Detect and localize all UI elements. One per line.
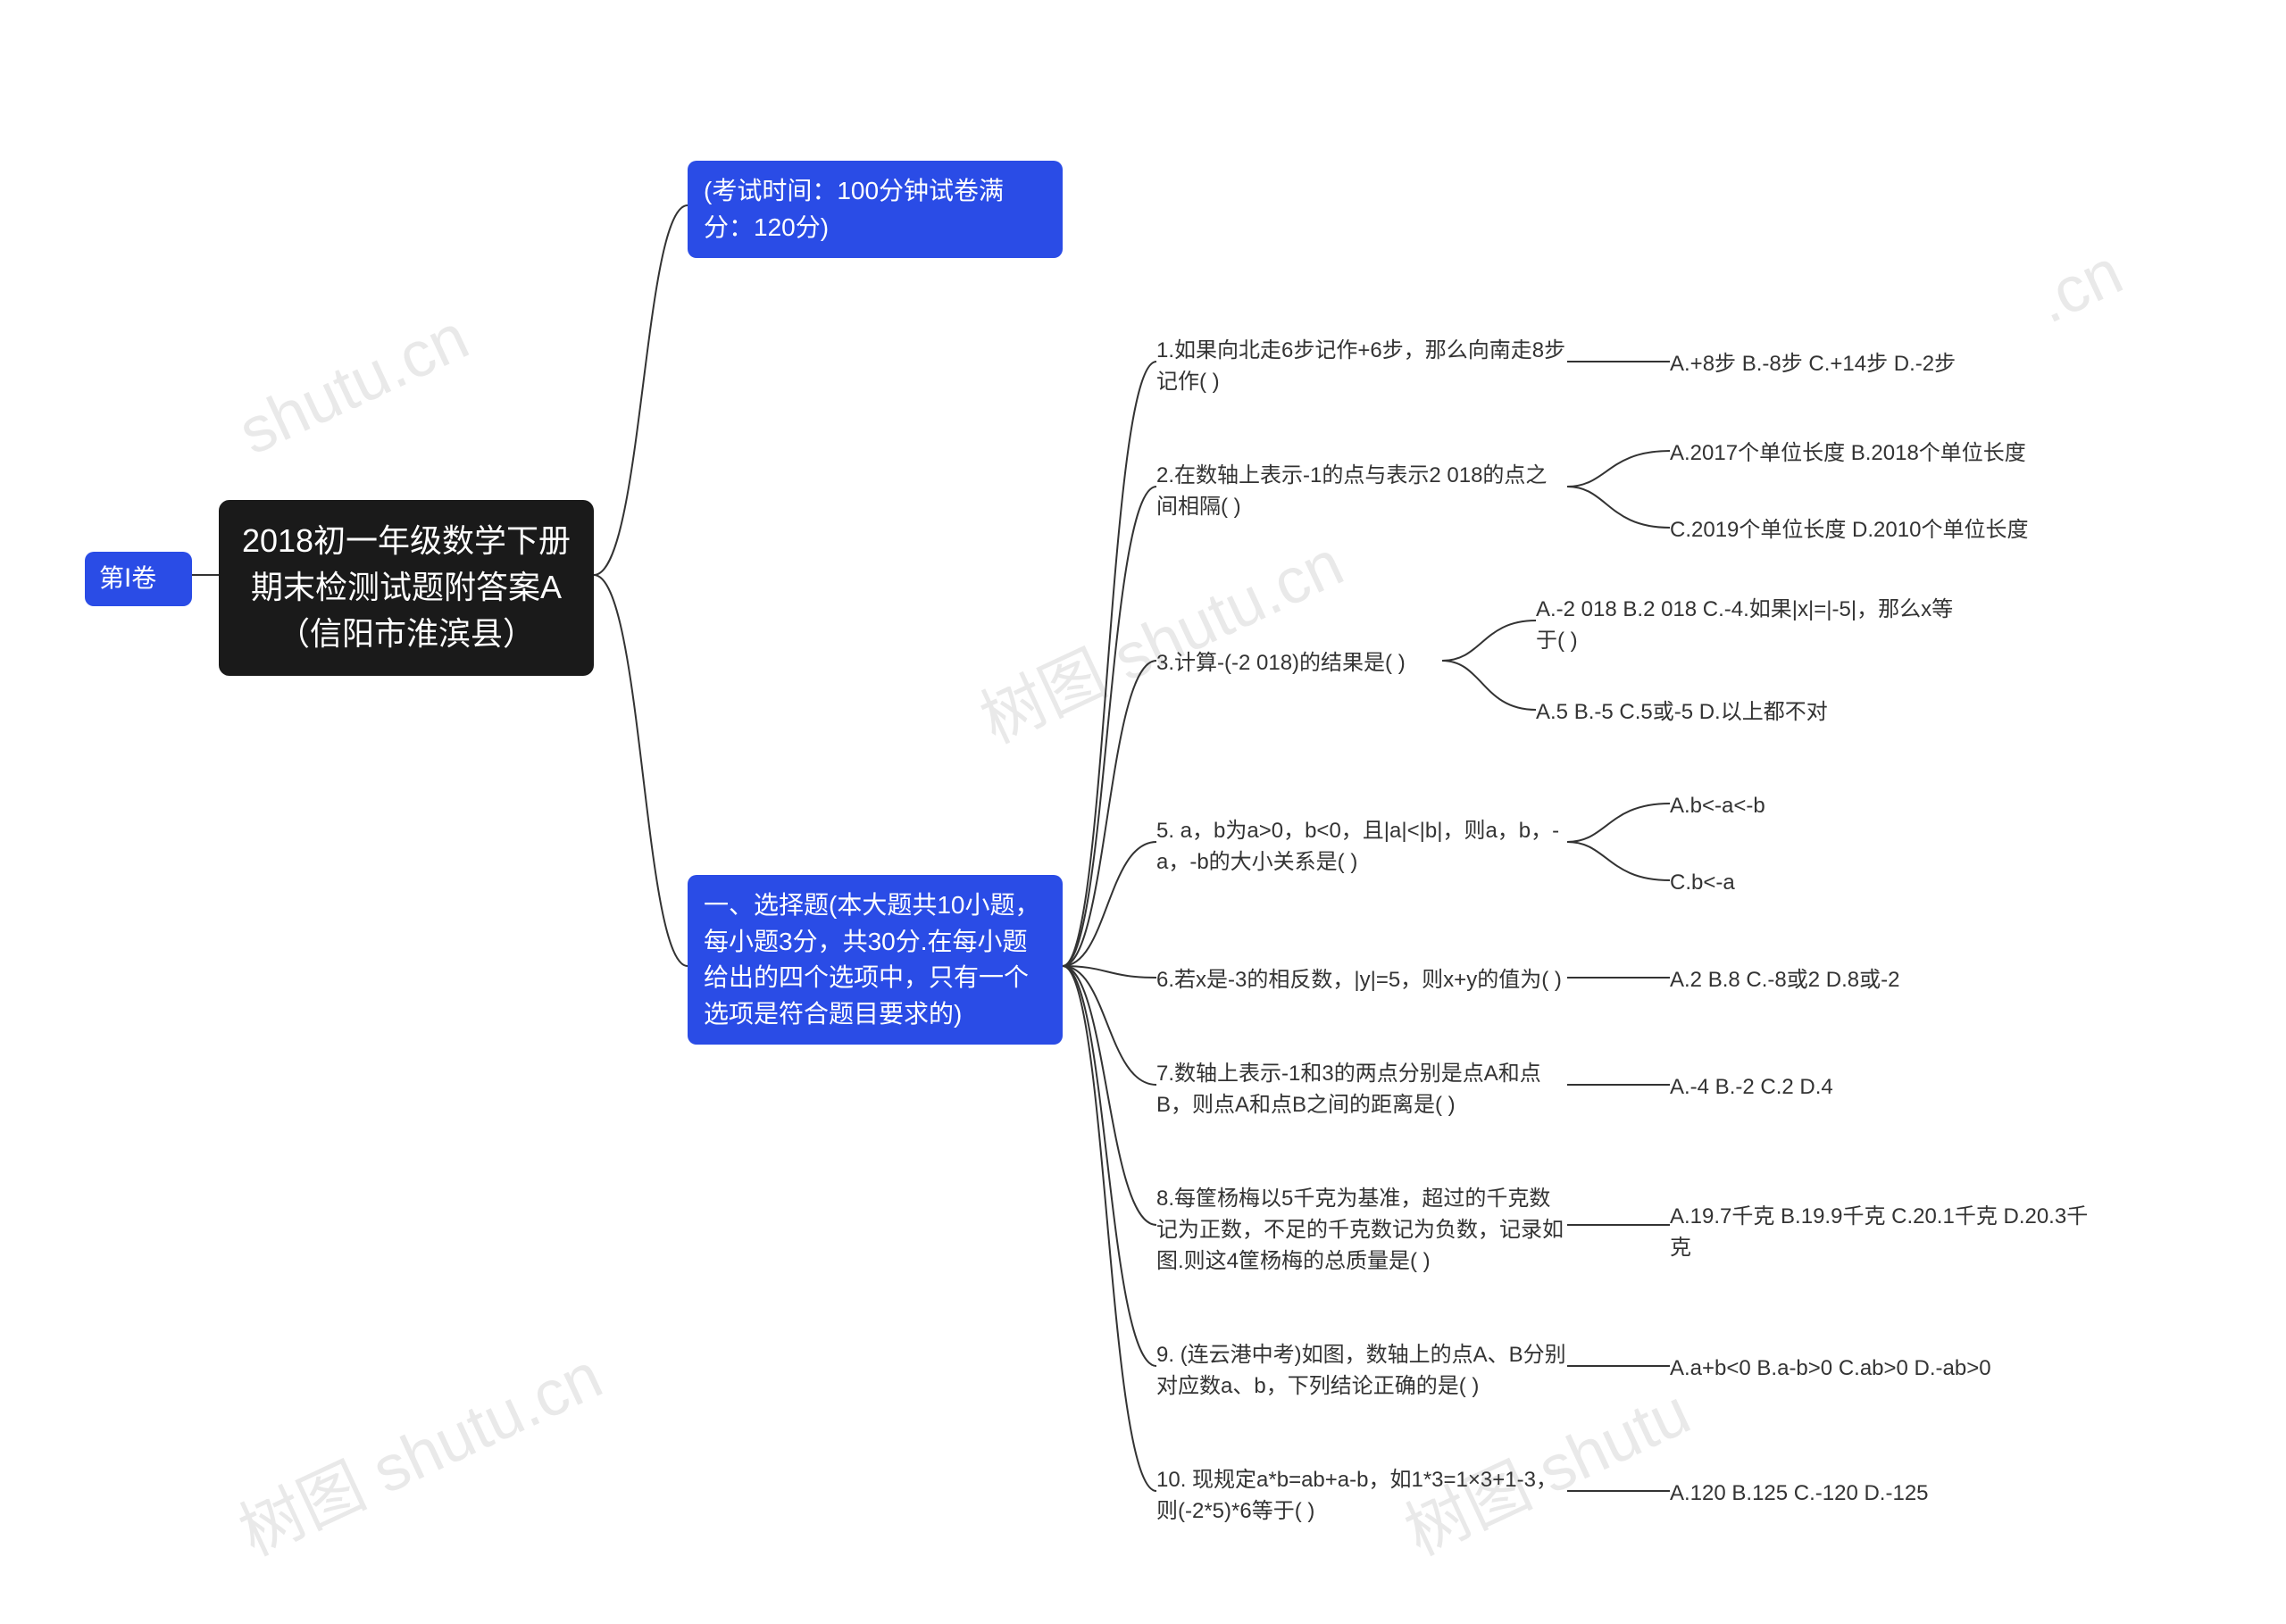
watermark: 树图 shutu.cn xyxy=(221,1324,614,1574)
volume-badge: 第Ⅰ卷 xyxy=(85,552,192,606)
section-part1-label: 一、选择题(本大题共10小题，每小题3分，共30分.在每小题给出的四个选项中，只… xyxy=(704,891,1039,1028)
q6: 6.若x是-3的相反数，|y|=5，则x+y的值为( ) xyxy=(1156,960,1567,1002)
section-exam-info-label: (考试时间：100分钟试卷满分：120分) xyxy=(704,177,1004,241)
q8-options: A.19.7千克 B.19.9千克 C.20.1千克 D.20.3千克 xyxy=(1670,1196,2098,1270)
section-exam-info: (考试时间：100分钟试卷满分：120分) xyxy=(688,161,1063,258)
q7-options: A.-4 B.-2 C.2 D.4 xyxy=(1670,1067,1920,1109)
root-node: 2018初一年级数学下册期末检测试题附答案A（信阳市淮滨县） xyxy=(219,500,594,676)
root-title: 2018初一年级数学下册期末检测试题附答案A（信阳市淮滨县） xyxy=(242,522,571,652)
q1-options: A.+8步 B.-8步 C.+14步 D.-2步 xyxy=(1670,344,2045,386)
q10: 10. 现规定a*b=ab+a-b，如1*3=1×3+1-3，则(-2*5)*6… xyxy=(1156,1460,1567,1533)
q5: 5. a，b为a>0，b<0，且|a|<|b|，则a，b，-a，-b的大小关系是… xyxy=(1156,811,1567,884)
watermark: 树图 shutu.cn xyxy=(963,512,1356,762)
q10-options: A.120 B.125 C.-120 D.-125 xyxy=(1670,1473,2009,1515)
section-part1: 一、选择题(本大题共10小题，每小题3分，共30分.在每小题给出的四个选项中，只… xyxy=(688,875,1063,1045)
q7: 7.数轴上表示-1和3的两点分别是点A和点B，则点A和点B之间的距离是( ) xyxy=(1156,1054,1567,1127)
q6-options: A.2 B.8 C.-8或2 D.8或-2 xyxy=(1670,960,1991,1002)
q5-options-a: A.b<-a<-b xyxy=(1670,786,1848,828)
watermark: shutu.cn xyxy=(228,300,479,469)
q2-options-b: C.2019个单位长度 D.2010个单位长度 xyxy=(1670,510,2072,552)
q3: 3.计算-(-2 018)的结果是( ) xyxy=(1156,643,1442,685)
q3-options-b: A.5 B.-5 C.5或-5 D.以上都不对 xyxy=(1536,692,1920,734)
q9: 9. (连云港中考)如图，数轴上的点A、B分别对应数a、b，下列结论正确的是( … xyxy=(1156,1335,1567,1408)
q8: 8.每筐杨梅以5千克为基准，超过的千克数记为正数，不足的千克数记为负数，记录如图… xyxy=(1156,1178,1567,1282)
q3-options-a: A.-2 018 B.2 018 C.-4.如果|x|=|-5|，那么x等于( … xyxy=(1536,589,1956,662)
q1: 1.如果向北走6步记作+6步，那么向南走8步记作( ) xyxy=(1156,330,1567,404)
q5-options-b: C.b<-a xyxy=(1670,862,1813,904)
q2: 2.在数轴上表示-1的点与表示2 018的点之间相隔( ) xyxy=(1156,455,1567,529)
watermark: .cn xyxy=(2024,236,2133,338)
q2-options-a: A.2017个单位长度 B.2018个单位长度 xyxy=(1670,433,2072,475)
volume-badge-label: 第Ⅰ卷 xyxy=(99,564,156,592)
q9-options: A.a+b<0 B.a-b>0 C.ab>0 D.-ab>0 xyxy=(1670,1348,2072,1390)
